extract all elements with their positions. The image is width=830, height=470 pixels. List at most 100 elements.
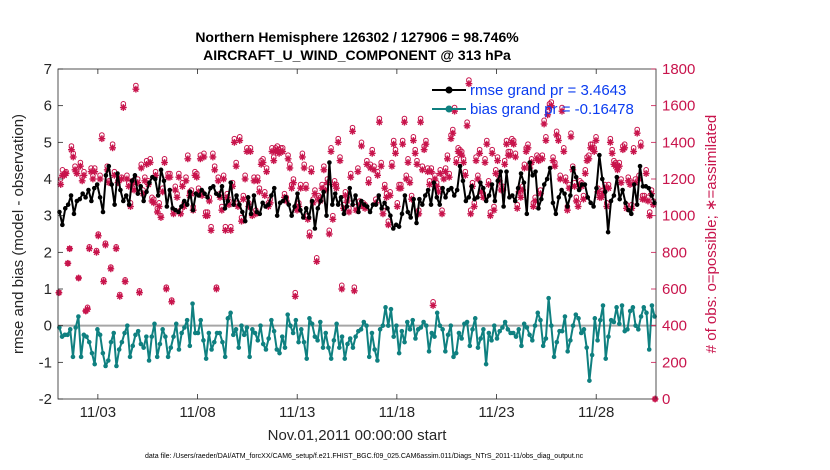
obs-assimilated-marker [166, 173, 174, 181]
obs-assimilated-marker [313, 258, 321, 265]
rmse-point [211, 184, 216, 189]
bias-point [103, 363, 108, 369]
rmse-point [460, 178, 466, 184]
rmse-point [359, 198, 364, 204]
rmse-point [498, 169, 503, 174]
bias-point [478, 336, 483, 341]
bias-point [187, 343, 193, 349]
asterisk-stroke [607, 139, 614, 146]
obs-assimilated-marker [175, 173, 183, 181]
asterisk-stroke [320, 166, 327, 173]
bias-point [538, 317, 543, 323]
asterisk-stroke [637, 143, 644, 149]
asterisk-stroke [485, 181, 492, 188]
obs-assimilated-marker [426, 181, 433, 188]
asterisk-stroke [358, 143, 365, 149]
asterisk-stroke [376, 119, 383, 126]
obs-assimilated-marker [590, 148, 598, 155]
asterisk-stroke [64, 260, 71, 267]
asterisk-stroke [168, 298, 175, 305]
asterisk-stroke [476, 150, 483, 157]
obs-assimilated-marker [513, 204, 521, 212]
asterisk-stroke [440, 176, 447, 182]
obs-assimilated-marker [472, 157, 480, 165]
bias-point [603, 356, 609, 361]
asterisk-stroke [263, 168, 270, 175]
bias-point [486, 330, 492, 336]
bias-point [250, 327, 255, 332]
rmse-point [539, 196, 544, 202]
bias-point [217, 330, 223, 336]
rmse-point [228, 180, 234, 185]
rmse-point [298, 207, 303, 213]
bias-point [244, 325, 250, 330]
obs-assimilated-marker [207, 226, 215, 234]
bias-point [315, 338, 320, 343]
rmse-point [559, 187, 564, 193]
asterisk-stroke [55, 289, 62, 296]
bias-point [437, 323, 443, 328]
obs-assimilated-marker [247, 148, 254, 155]
obs-assimilated-marker [200, 153, 208, 161]
rmse-point [556, 195, 562, 200]
rmse-point [306, 215, 312, 220]
rmse-point [83, 195, 88, 200]
bias-point [111, 330, 117, 336]
rmse-point [634, 202, 640, 207]
obs-assimilated-marker [298, 153, 306, 161]
asterisk-stroke [329, 216, 336, 223]
asterisk-stroke [208, 227, 214, 234]
x-tick-label: 11/08 [179, 404, 215, 421]
rmse-point [504, 169, 509, 174]
asterisk-stroke [238, 218, 245, 225]
asterisk-stroke [286, 165, 293, 171]
rmse-point [463, 198, 469, 204]
obs-assimilated-marker [447, 135, 455, 143]
obs-assimilated-marker [112, 245, 120, 253]
obs-assimilated-marker [73, 170, 81, 177]
asterisk-stroke [421, 146, 428, 153]
asterisk-stroke [487, 212, 494, 219]
obs-assimilated-marker [286, 164, 294, 172]
obs-assimilated-marker [492, 170, 500, 177]
asterisk-stroke [380, 210, 386, 217]
obs-assimilated-marker [445, 173, 453, 181]
asterisk-stroke [292, 293, 299, 300]
obs-assimilated-marker [349, 127, 356, 135]
bias-point [320, 345, 326, 350]
asterisk-stroke [306, 232, 313, 239]
obs-assimilated-marker [300, 164, 308, 172]
y-right-tick-label: 400 [662, 318, 687, 335]
obs-assimilated-marker [168, 298, 176, 306]
bias-point [587, 378, 592, 383]
rmse-point [637, 163, 643, 169]
obs-assimilated-marker [302, 184, 310, 192]
asterisk-stroke [184, 155, 191, 162]
bias-point [633, 323, 638, 328]
bias-point [67, 327, 73, 332]
rmse-point [599, 176, 605, 182]
bias-point [413, 336, 418, 341]
obs-assimilated-marker [161, 159, 168, 166]
asterisk-stroke [616, 163, 623, 170]
asterisk-stroke [501, 161, 508, 168]
rmse-point [144, 189, 149, 195]
bias-point [179, 330, 184, 336]
asterisk-stroke [63, 170, 69, 177]
obs-assimilated-marker [560, 148, 568, 155]
rmse-point [237, 202, 242, 207]
obs-assimilated-marker [230, 138, 238, 146]
asterisk-stroke [397, 185, 404, 192]
bias-point [630, 305, 636, 310]
asterisk-stroke [448, 135, 454, 142]
bias-point [149, 334, 155, 339]
rmse-point [486, 193, 492, 198]
rmse-point [614, 174, 620, 180]
bias-point [543, 336, 549, 341]
rmse-point [126, 202, 132, 207]
obs-assimilated-marker [642, 170, 650, 177]
obs-assimilated-marker [463, 122, 471, 130]
bias-point [95, 327, 100, 332]
rmse-point [269, 193, 274, 198]
rmse-point [440, 185, 445, 191]
